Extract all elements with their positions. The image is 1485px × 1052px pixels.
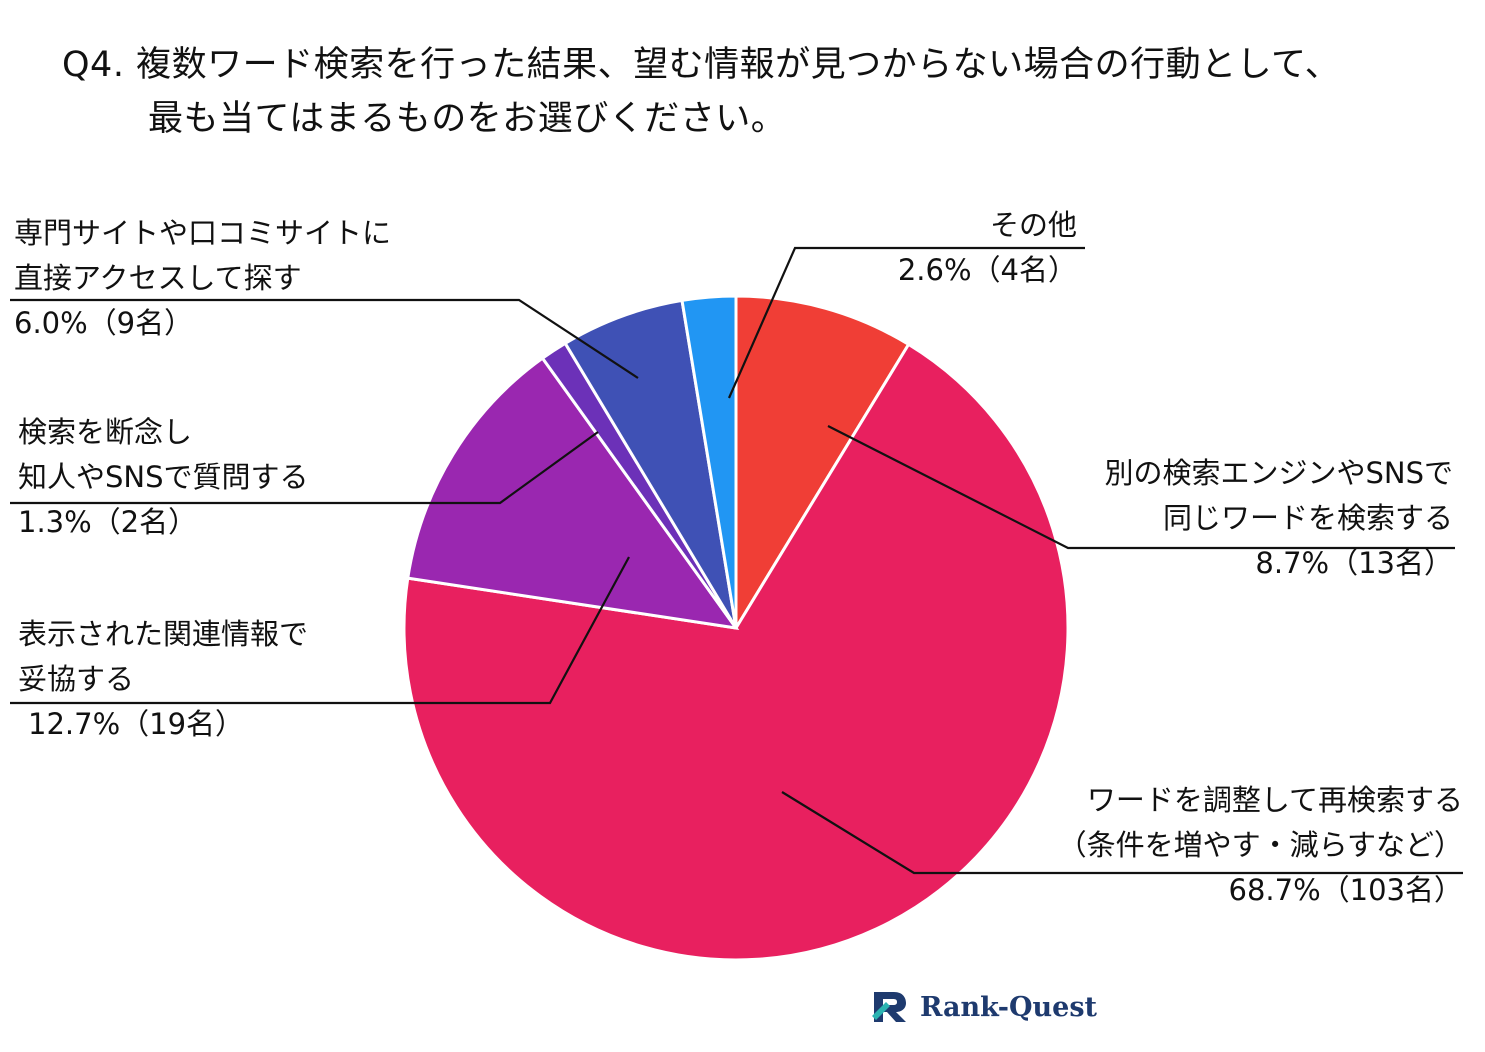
slice-label-adjust-word-line-1: ワードを調整して再検索する [1086,783,1463,817]
slice-value-compromise: 12.7%（19名） [28,706,245,741]
slice-label-give-up-line-2: 知人やSNSで質問する [18,459,309,494]
slice-specialist-site [563,298,738,629]
slice-value-give-up: 1.3%（2名） [18,504,198,539]
slice-label-specialist-site: 専門サイトや口コミサイトに 直接アクセスして探す 6.0%（9名） [14,211,391,346]
slice-label-other-engine: 別の検索エンジンやSNSで 同じワードを検索する 8.7%（13名） [1104,451,1453,586]
slice-value-adjust-word: 68.7%（103名） [1228,872,1463,907]
leader-line-compromise [10,556,630,705]
slice-compromise [406,356,740,631]
slice-label-other: その他 2.6%（4名） [898,203,1077,293]
leader-line-other-engine [827,425,1455,550]
leader-line-specialist-site [10,298,639,379]
brand-logo: Rank-Quest [870,988,1097,1026]
slice-label-other-engine-line-1: 別の検索エンジンやSNSで [1104,456,1453,490]
slice-label-compromise: 表示された関連情報で 妥協する 12.7%（19名） [18,612,308,747]
slice-label-compromise-line-1: 表示された関連情報で [18,617,309,651]
slice-adjust-word [402,342,1070,962]
slice-other [680,294,738,629]
slice-label-specialist-site-line-1: 専門サイトや口コミサイトに [14,216,392,250]
slice-label-adjust-word-line-2: （条件を増やす・減らすなど） [1057,827,1463,862]
slice-value-other-engine: 8.7%（13名） [1255,545,1453,580]
leader-line-adjust-word [781,791,1463,875]
slice-label-give-up-line-1: 検索を断念し [18,415,193,449]
leader-line-other [727,246,1085,399]
slice-label-compromise-line-2: 妥協する [18,661,135,696]
brand-logo-text: Rank-Quest [920,991,1098,1023]
rank-quest-logo-icon [872,992,906,1022]
chart-title-line-2: 最も当てはまるものをお選びください。 [148,99,787,139]
chart-title-line-1: Q4. 複数ワード検索を行った結果、望む情報が見つからない場合の行動として、 [62,45,1341,85]
slice-other-engine [734,294,911,634]
slice-label-give-up: 検索を断念し 知人やSNSで質問する 1.3%（2名） [18,410,309,545]
slice-value-other: 2.6%（4名） [897,252,1077,287]
leader-line-give-up [10,431,599,505]
slice-label-other-line-1: その他 [989,208,1077,242]
slice-value-specialist-site: 6.0%（9名） [14,305,194,340]
slice-label-adjust-word: ワードを調整して再検索する （条件を増やす・減らすなど） 68.7%（103名） [1058,778,1463,913]
slice-label-other-engine-line-2: 同じワードを検索する [1162,500,1453,535]
slice-label-specialist-site-line-2: 直接アクセスして探す [14,260,302,295]
